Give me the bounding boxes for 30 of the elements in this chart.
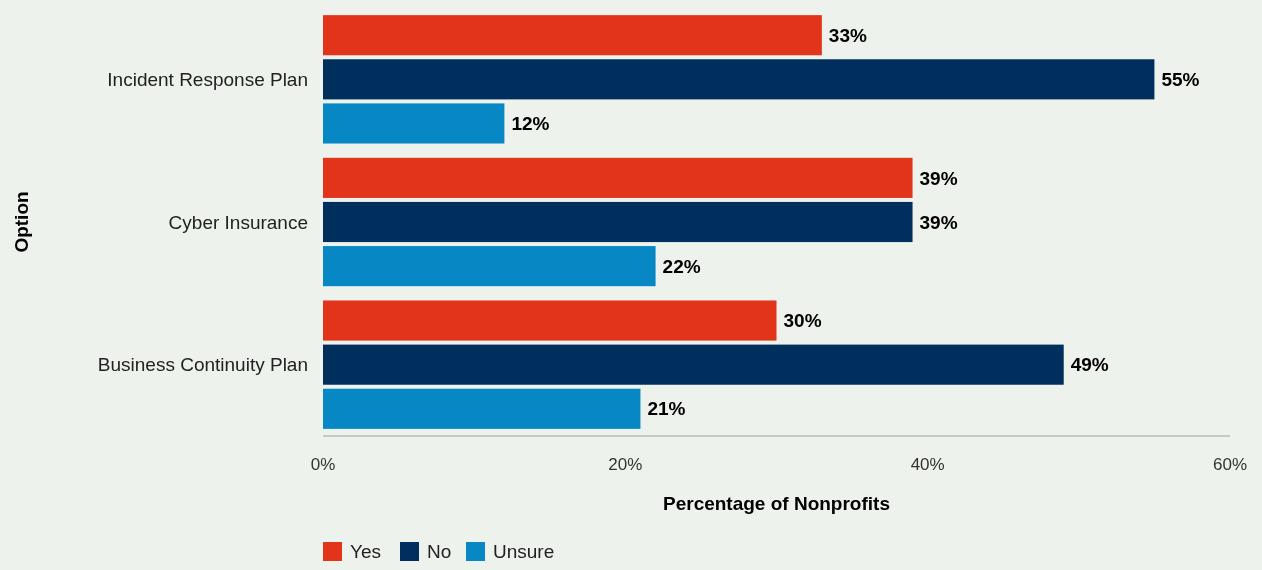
x-tick-label: 40% [910, 455, 945, 474]
bar [323, 300, 777, 341]
data-label: 21% [647, 398, 686, 420]
data-label: 22% [662, 255, 701, 277]
data-label: 12% [511, 113, 550, 135]
x-tick-label: 0% [310, 455, 336, 474]
data-label: 55% [1161, 68, 1200, 90]
x-axis-title: Percentage of Nonprofits [663, 493, 890, 514]
data-label: 49% [1070, 354, 1109, 376]
bar [323, 157, 913, 198]
bar [323, 388, 641, 429]
bar [323, 246, 656, 287]
y-tick-label: Business Continuity Plan [97, 354, 308, 376]
data-label: 30% [783, 310, 822, 332]
data-label: 39% [919, 211, 958, 233]
y-tick-label: Incident Response Plan [107, 68, 308, 90]
y-axis-title: Option [11, 191, 32, 253]
data-label: 39% [919, 167, 958, 189]
data-label: 33% [828, 24, 867, 46]
bar [323, 15, 822, 56]
legend-label: Unsure [493, 541, 555, 563]
x-tick-label: 60% [1212, 455, 1248, 474]
legend-label: No [427, 541, 452, 563]
x-tick-label: 20% [608, 455, 643, 474]
bar [323, 201, 913, 243]
y-tick-label: Cyber Insurance [168, 211, 308, 233]
bar [323, 103, 505, 144]
bar [323, 59, 1155, 100]
bar [323, 344, 1064, 385]
legend-label: Yes [350, 541, 381, 563]
